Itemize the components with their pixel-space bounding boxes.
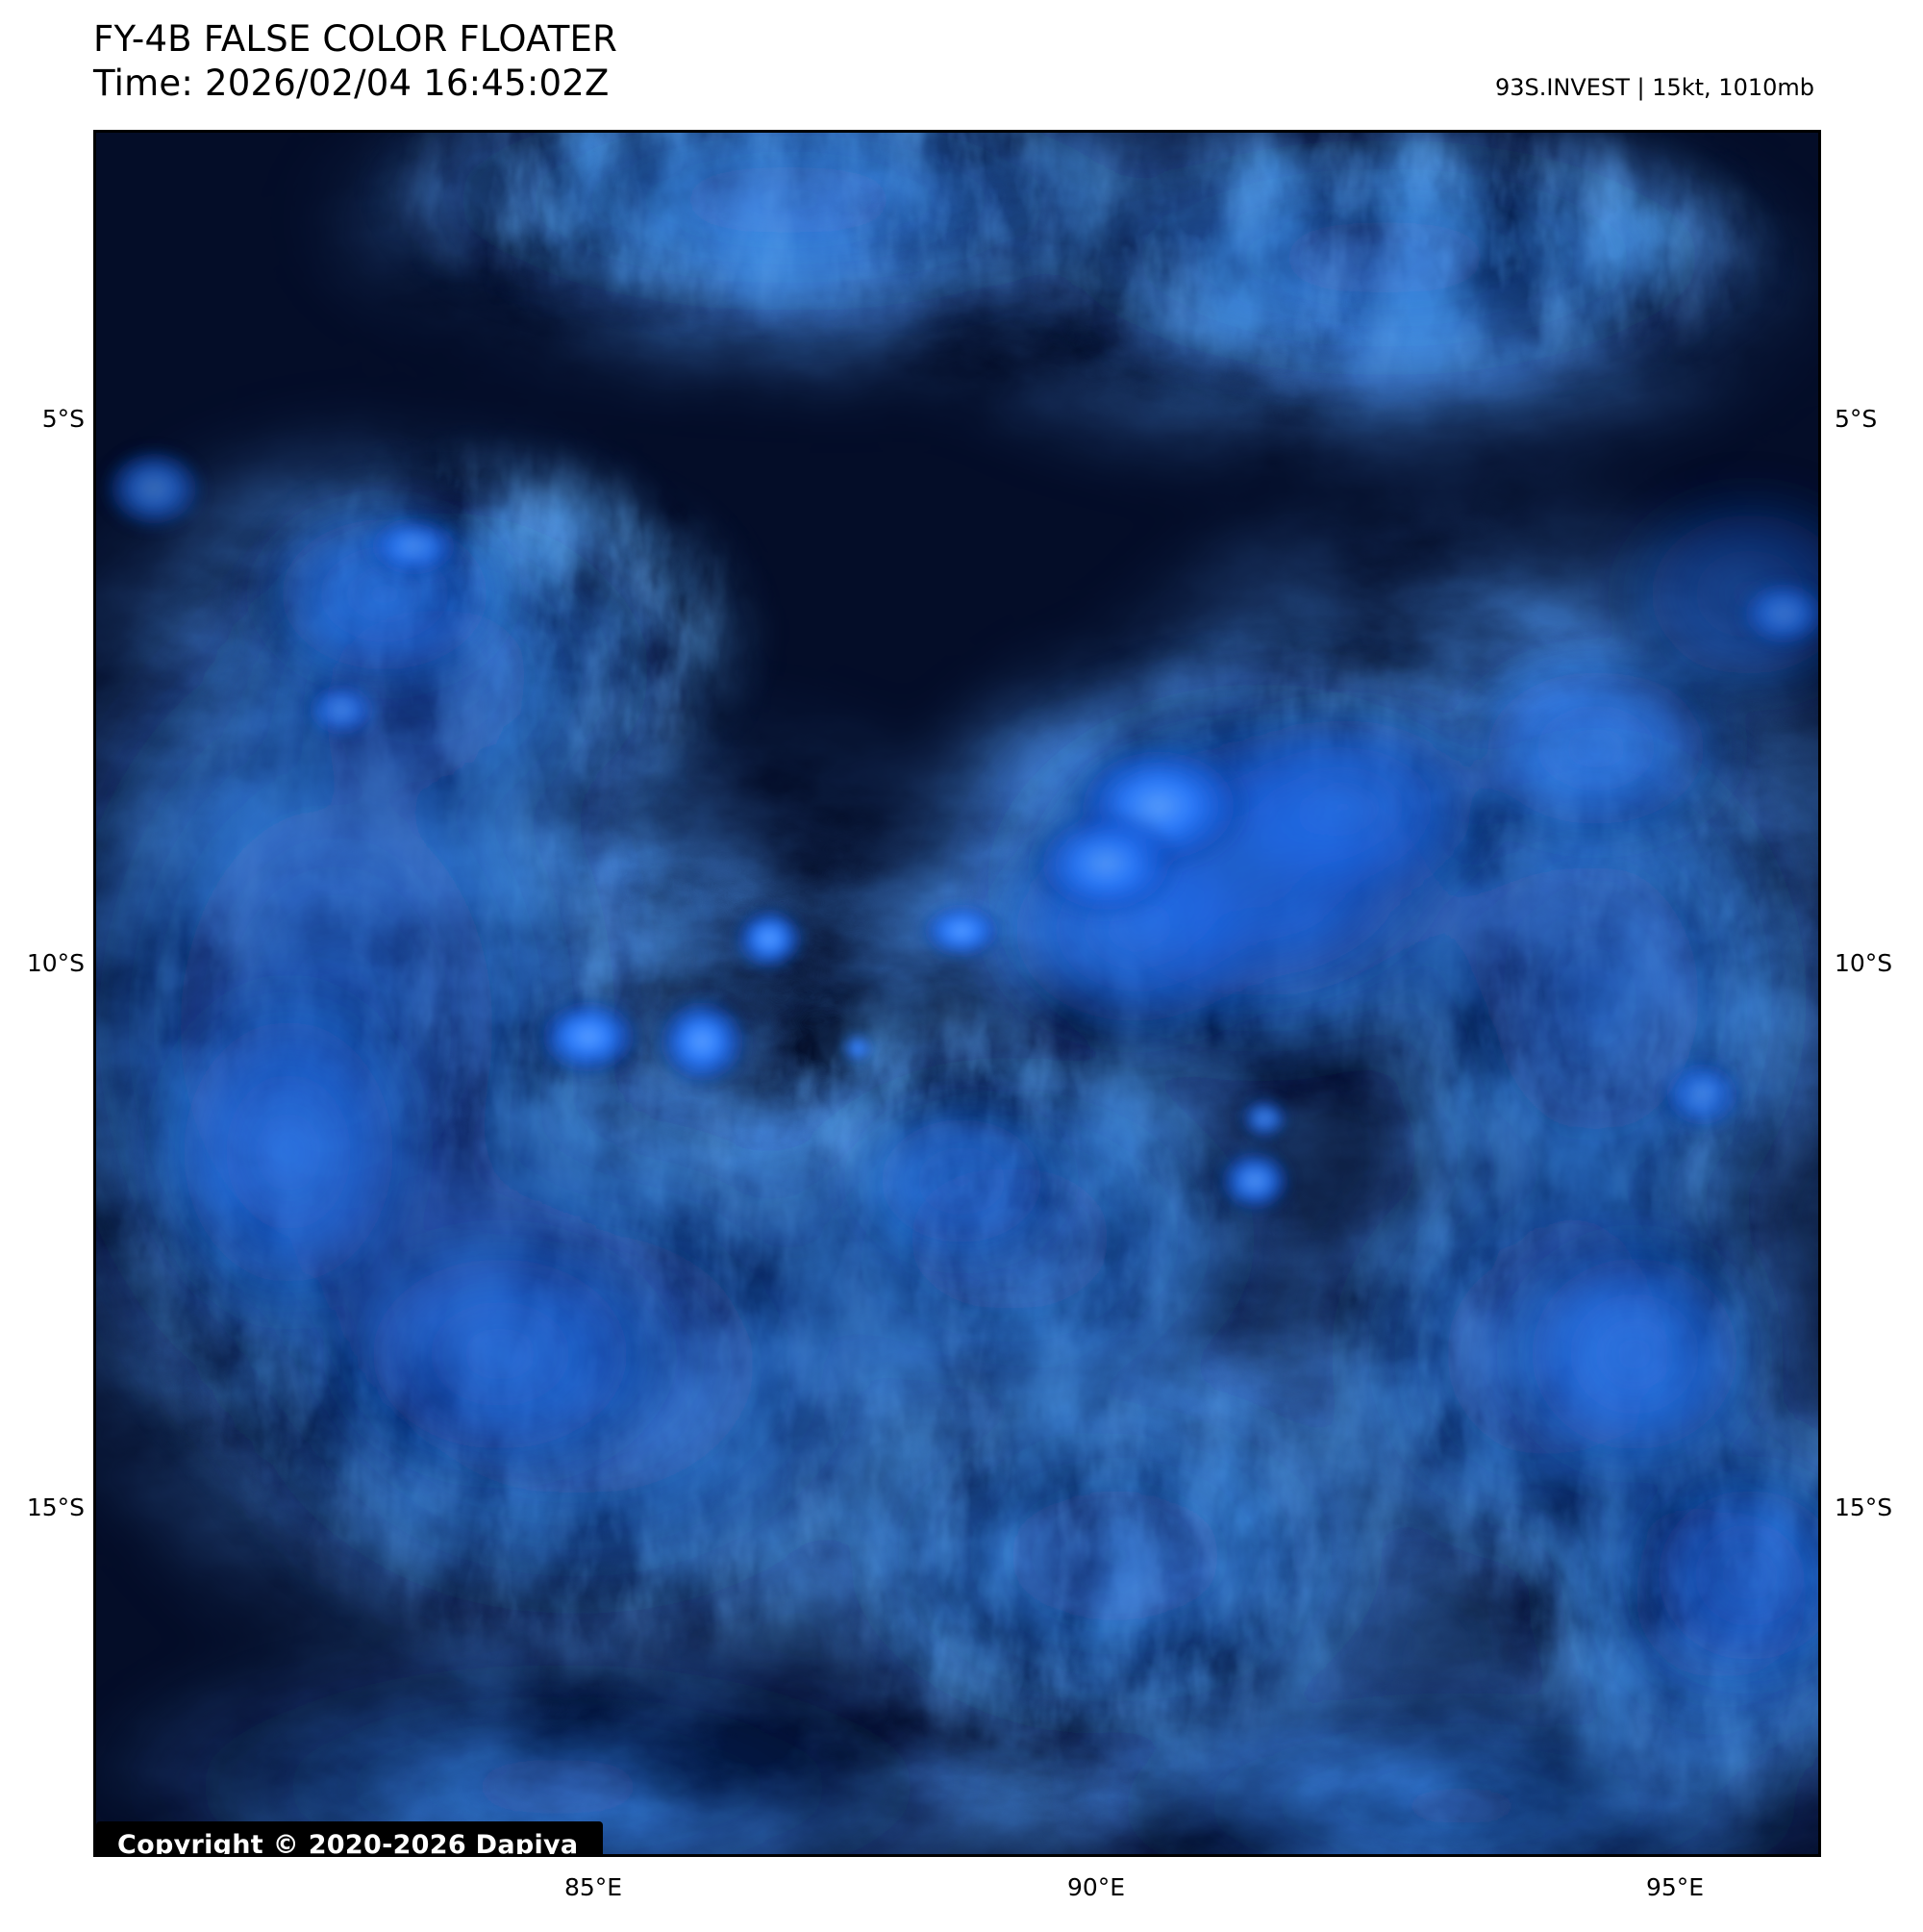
timestamp-label: Time: 2026/02/04 16:45:02Z (93, 63, 610, 104)
lat-label-right-10s: 10°S (1835, 949, 1893, 977)
lat-label-left-5s: 5°S (41, 405, 85, 433)
storm-info-label: 93S.INVEST | 15kt, 1010mb (1494, 74, 1814, 101)
copyright-badge: Copyright © 2020-2026 Dapiya (96, 1821, 604, 1854)
false-color-satellite-imagery (96, 133, 1818, 1854)
lon-label-85e: 85°E (563, 1873, 623, 1901)
lon-label-90e: 90°E (1066, 1873, 1126, 1901)
lat-label-left-10s: 10°S (26, 949, 85, 977)
page-title: FY-4B FALSE COLOR FLOATER Time: 2026/02/… (93, 17, 617, 106)
lat-label-right-15s: 15°S (1835, 1493, 1893, 1521)
lat-label-left-15s: 15°S (26, 1493, 85, 1521)
lat-label-right-5s: 5°S (1835, 405, 1878, 433)
product-title: FY-4B FALSE COLOR FLOATER (93, 18, 617, 60)
satellite-image-panel[interactable]: Copyright © 2020-2026 Dapiya (93, 130, 1821, 1857)
convective-cores (101, 445, 1818, 1214)
header: FY-4B FALSE COLOR FLOATER Time: 2026/02/… (0, 0, 1923, 130)
cloud-masses-mid (135, 469, 1818, 1700)
lon-label-95e: 95°E (1645, 1873, 1705, 1901)
